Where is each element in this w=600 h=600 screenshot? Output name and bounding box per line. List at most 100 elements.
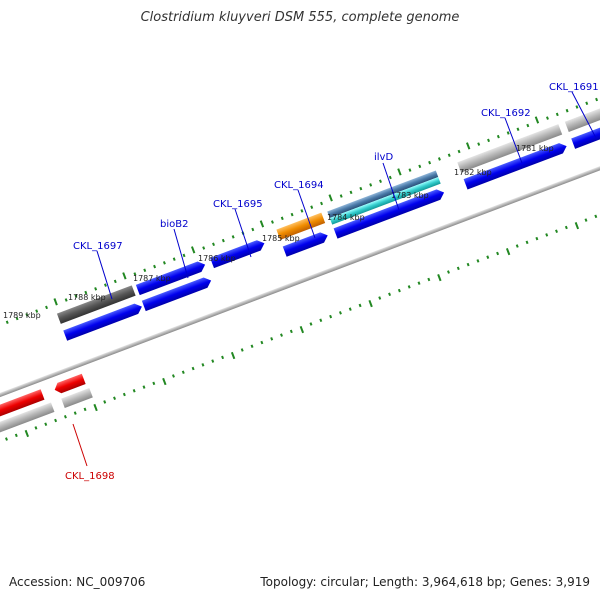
minor-tick bbox=[535, 236, 539, 241]
outer-tick-row bbox=[5, 97, 599, 324]
minor-tick bbox=[63, 415, 67, 419]
minor-tick bbox=[349, 190, 353, 195]
cds-reverse-left bbox=[0, 389, 45, 421]
gene-ckl-1693-orange bbox=[276, 212, 326, 240]
major-tick bbox=[437, 273, 442, 282]
minor-tick bbox=[14, 433, 18, 438]
major-tick bbox=[505, 248, 511, 256]
accession-text: Accession: NC_009706 bbox=[9, 575, 146, 589]
gene-ckl-1691 bbox=[564, 100, 600, 132]
genome-summary-text: Topology: circular; Length: 3,964,618 bp… bbox=[260, 575, 590, 589]
minor-tick bbox=[300, 209, 304, 213]
minor-tick bbox=[564, 225, 568, 230]
scale-label: 1789 kbp bbox=[3, 311, 41, 320]
gene-label-ckl-1695: CKL_1695 bbox=[213, 199, 263, 210]
minor-tick bbox=[250, 344, 254, 349]
minor-tick bbox=[388, 175, 392, 180]
major-tick bbox=[230, 351, 236, 360]
minor-tick bbox=[585, 101, 589, 106]
minor-tick bbox=[202, 246, 206, 250]
minor-tick bbox=[113, 396, 116, 400]
cds-ckl-1694 bbox=[282, 232, 328, 257]
minor-tick bbox=[516, 127, 520, 131]
major-tick bbox=[259, 220, 265, 228]
major-tick bbox=[190, 246, 196, 254]
minor-tick bbox=[358, 303, 362, 308]
minor-tick bbox=[260, 340, 264, 345]
cds-ckl-1692 bbox=[463, 143, 567, 190]
minor-tick bbox=[408, 168, 412, 172]
minor-tick bbox=[280, 333, 283, 337]
minor-tick bbox=[201, 363, 205, 367]
leader-biob2 bbox=[173, 228, 189, 279]
minor-tick bbox=[142, 385, 146, 389]
minor-tick bbox=[594, 214, 598, 219]
minor-tick bbox=[477, 142, 481, 146]
gene-label-biob2: bioB2 bbox=[160, 219, 188, 230]
minor-tick bbox=[280, 216, 284, 221]
minor-tick bbox=[172, 257, 176, 261]
minor-tick bbox=[379, 179, 382, 183]
minor-tick bbox=[289, 329, 293, 334]
minor-tick bbox=[466, 262, 470, 267]
minor-tick bbox=[181, 370, 185, 374]
minor-tick bbox=[427, 277, 431, 282]
minor-tick bbox=[565, 108, 569, 113]
minor-tick bbox=[447, 153, 451, 157]
major-tick bbox=[122, 272, 127, 280]
minor-tick bbox=[407, 285, 411, 289]
leader-ilvd bbox=[382, 162, 400, 211]
minor-tick bbox=[172, 374, 175, 378]
minor-tick bbox=[73, 411, 77, 415]
gene-label-ckl-1697: CKL_1697 bbox=[73, 241, 123, 252]
minor-tick bbox=[476, 259, 480, 263]
minor-tick bbox=[428, 160, 432, 165]
major-tick bbox=[466, 142, 471, 150]
minor-tick bbox=[320, 201, 324, 206]
gene-label-ckl-1694: CKL_1694 bbox=[274, 180, 324, 191]
minor-tick bbox=[231, 235, 235, 239]
minor-tick bbox=[211, 359, 215, 363]
minor-tick bbox=[34, 426, 38, 430]
minor-tick bbox=[369, 183, 373, 187]
minor-tick bbox=[74, 294, 78, 299]
minor-tick bbox=[153, 264, 157, 269]
minor-tick bbox=[584, 218, 588, 222]
minor-tick bbox=[437, 157, 441, 161]
map-band bbox=[0, 97, 600, 441]
minor-tick bbox=[487, 138, 491, 143]
leader-ckl-1697 bbox=[96, 250, 113, 300]
minor-tick bbox=[496, 134, 500, 139]
minor-tick bbox=[339, 194, 343, 198]
cds-ckl-1696 bbox=[141, 277, 212, 312]
major-tick bbox=[24, 429, 30, 438]
minor-tick bbox=[338, 311, 342, 315]
minor-tick bbox=[240, 348, 244, 352]
minor-tick bbox=[575, 105, 579, 109]
gene-ilvd-upper bbox=[327, 170, 439, 219]
minor-tick bbox=[309, 322, 313, 326]
major-tick bbox=[328, 194, 333, 202]
minor-tick bbox=[359, 186, 363, 191]
minor-tick bbox=[319, 318, 323, 323]
minor-tick bbox=[457, 149, 461, 154]
leader-ckl-1694 bbox=[297, 189, 316, 239]
minor-tick bbox=[15, 316, 19, 321]
cds-ckl-1698 bbox=[54, 373, 86, 394]
cds-ilvd bbox=[333, 189, 445, 239]
gene-label-ckl-1692: CKL_1692 bbox=[481, 108, 531, 119]
minor-tick bbox=[348, 307, 352, 311]
minor-tick bbox=[104, 283, 107, 287]
gene-ckl-1697 bbox=[56, 285, 136, 324]
cds-ckl-1691 bbox=[571, 118, 600, 149]
scale-label: 1784 kbp bbox=[327, 213, 365, 222]
minor-tick bbox=[310, 205, 314, 209]
gene-labels: CKL_1691 CKL_1692 ilvD CKL_1694 CKL_1695… bbox=[65, 82, 599, 482]
gene-label-leaders bbox=[72, 91, 597, 467]
scale-label: 1782 kbp bbox=[454, 168, 492, 177]
minor-tick bbox=[152, 381, 156, 386]
minor-tick bbox=[545, 233, 549, 237]
scale-label: 1781 kbp bbox=[516, 144, 554, 153]
minor-tick bbox=[496, 251, 500, 256]
